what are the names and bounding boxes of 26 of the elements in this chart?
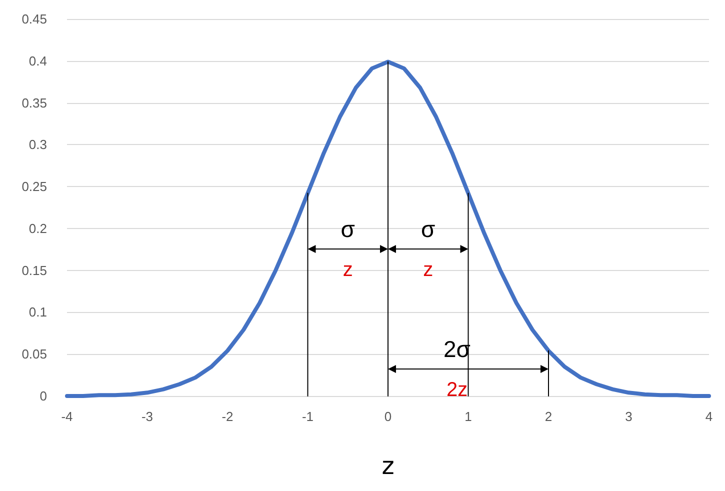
y-tick-label: 0.2 — [28, 220, 47, 236]
y-tick-label: 0.05 — [22, 346, 47, 362]
y-tick-label: 0.1 — [28, 304, 47, 320]
x-tick-label: -3 — [141, 409, 154, 424]
x-tick-label: -1 — [302, 409, 314, 424]
x-tick-label: 3 — [625, 409, 632, 424]
y-tick-label: 0.25 — [22, 179, 47, 194]
annotation: z — [342, 259, 353, 281]
x-tick-label: -4 — [61, 409, 73, 424]
x-tick-label: 2 — [544, 409, 552, 424]
y-tick-label: 0.35 — [22, 95, 47, 110]
y-tick-label: 0 — [40, 388, 47, 404]
annotation: σ — [421, 216, 436, 242]
x-tick-label: 0 — [384, 409, 392, 424]
annotation: z — [423, 259, 434, 281]
y-tick-label: 0.3 — [28, 137, 47, 152]
line-series — [65, 60, 711, 398]
annotation: σ — [340, 216, 355, 242]
x-tick-label: -2 — [222, 409, 234, 424]
y-tick-label: 0.4 — [28, 53, 47, 68]
annotation: 2z — [446, 379, 468, 401]
y-tick-label: 0.15 — [22, 262, 47, 278]
x-tick-label: 4 — [705, 409, 713, 424]
x-tick-label: 1 — [464, 409, 472, 424]
x-axis-title: z — [382, 452, 394, 480]
y-tick-label: 0.45 — [22, 12, 47, 26]
